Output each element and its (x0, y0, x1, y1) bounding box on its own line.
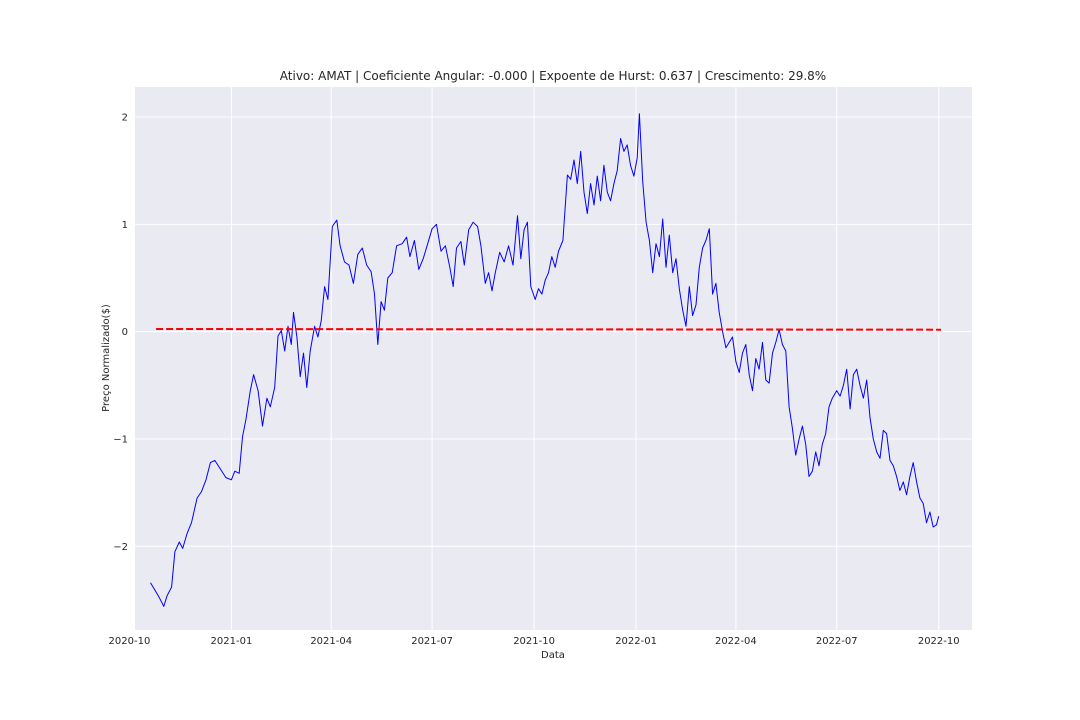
x-tick-label: 2021-10 (513, 636, 555, 647)
y-tick-label: −2 (113, 542, 128, 553)
x-tick-labels: 2020-10 2021-01 2021-04 2021-07 2021-10 2022-… (109, 636, 960, 647)
x-tick-label: 2021-01 (211, 636, 253, 647)
x-tick-label: 2020-10 (109, 636, 151, 647)
x-gridlines (128, 87, 940, 630)
y-tick-labels: 2 1 0 −1 −2 (113, 113, 128, 553)
x-tick-label: 2021-04 (310, 636, 352, 647)
y-gridlines (135, 116, 972, 547)
x-axis-label: Data (541, 650, 565, 661)
y-tick-label: 0 (122, 327, 128, 338)
x-tick-label: 2021-07 (411, 636, 453, 647)
x-tick-label: 2022-04 (715, 636, 757, 647)
y-tick-label: −1 (113, 434, 128, 445)
series-layer (150, 113, 942, 607)
chart-title: Ativo: AMAT | Coeficiente Angular: -0.00… (280, 69, 826, 83)
x-tick-label: 2022-10 (918, 636, 960, 647)
trend-line (156, 328, 942, 331)
price-line (150, 113, 940, 607)
y-tick-label: 1 (122, 220, 128, 231)
y-tick-label: 2 (122, 113, 128, 124)
plot-area (135, 87, 972, 630)
x-tick-label: 2022-07 (816, 636, 858, 647)
y-axis-label: Preço Normalizado($) (101, 304, 112, 412)
x-tick-label: 2022-01 (615, 636, 657, 647)
